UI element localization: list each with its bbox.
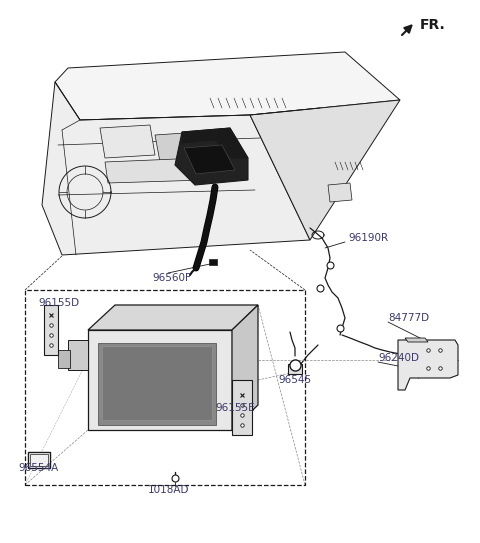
Bar: [68, 340, 88, 370]
Text: 96560F: 96560F: [152, 273, 191, 283]
Polygon shape: [155, 132, 205, 162]
Polygon shape: [42, 82, 310, 255]
Text: 96240D: 96240D: [378, 353, 419, 363]
Text: 1018AD: 1018AD: [148, 485, 190, 495]
Bar: [30, 454, 48, 466]
Polygon shape: [250, 100, 400, 240]
Polygon shape: [232, 305, 258, 430]
Polygon shape: [175, 128, 248, 185]
Bar: [209, 259, 217, 265]
Bar: [25, 290, 305, 485]
Bar: [98, 343, 216, 425]
Text: FR.: FR.: [420, 18, 446, 32]
Polygon shape: [328, 183, 352, 202]
Polygon shape: [182, 128, 248, 158]
Bar: [288, 364, 302, 374]
Polygon shape: [105, 158, 205, 183]
Bar: [58, 350, 70, 368]
Bar: [102, 346, 212, 420]
Polygon shape: [100, 125, 155, 158]
Bar: [232, 380, 252, 435]
Polygon shape: [398, 340, 458, 390]
Text: 84777D: 84777D: [388, 313, 429, 323]
Text: 96155D: 96155D: [38, 298, 79, 308]
Polygon shape: [405, 338, 428, 342]
Polygon shape: [88, 305, 258, 330]
Text: 96554A: 96554A: [18, 463, 58, 473]
Text: 96545: 96545: [278, 375, 311, 385]
Bar: [44, 305, 58, 355]
Polygon shape: [55, 52, 400, 120]
Polygon shape: [184, 145, 235, 174]
Bar: [28, 452, 50, 468]
Polygon shape: [88, 330, 232, 430]
Text: 96190R: 96190R: [348, 233, 388, 243]
Text: 96155E: 96155E: [215, 403, 254, 413]
